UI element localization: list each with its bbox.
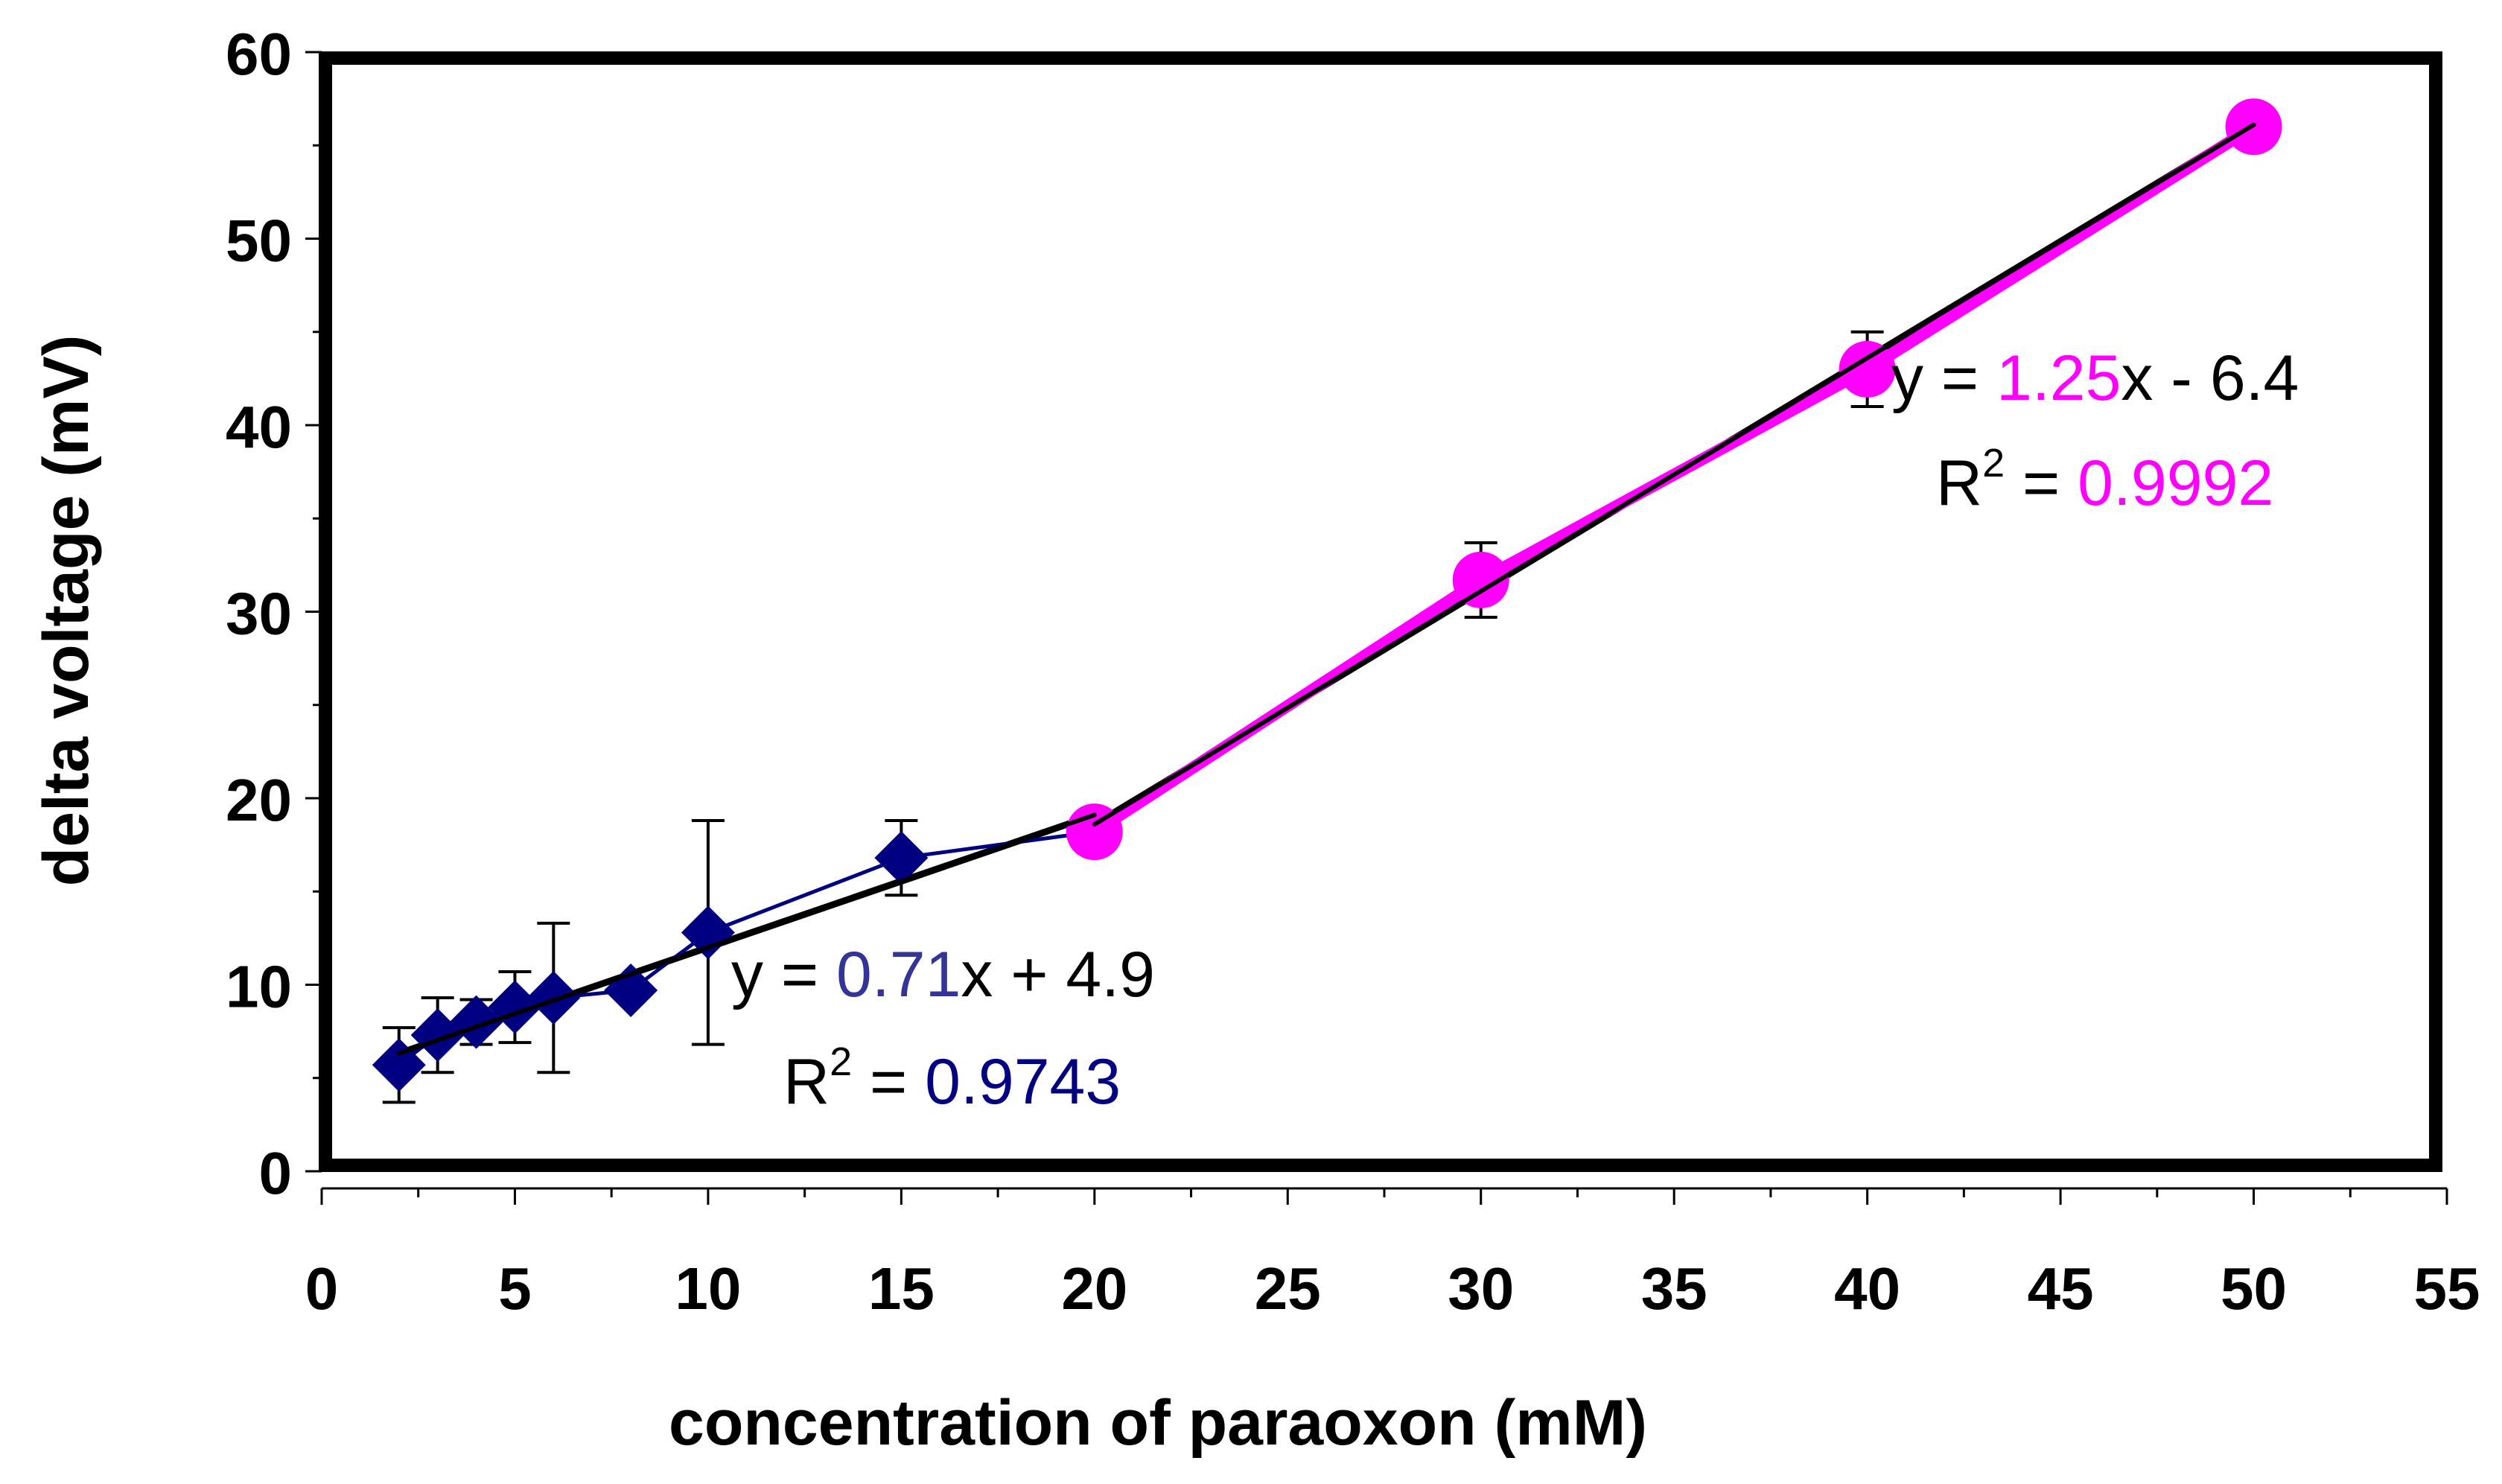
high-eq-slope: 1.25 <box>1996 343 2121 414</box>
low-r-value: 0.9743 <box>925 1046 1121 1118</box>
high-r-label: R <box>1936 448 1982 519</box>
x-tick-label: 55 <box>2414 1255 2480 1322</box>
x-tick-label: 15 <box>868 1255 935 1322</box>
series-low <box>372 819 1111 1104</box>
low-fit-equation: y = 0.71x + 4.9 <box>731 939 1155 1010</box>
y-tick-label: 0 <box>259 1140 293 1206</box>
low-data-point <box>681 905 735 960</box>
high-eq-suffix: x - 6.4 <box>2121 343 2299 414</box>
x-tick-label: 45 <box>2028 1255 2094 1322</box>
high-data-point <box>1452 551 1509 608</box>
x-tick-label: 10 <box>675 1255 741 1322</box>
x-tick-label: 40 <box>1834 1255 1900 1322</box>
y-axis-title: delta voltage (mV) <box>31 335 102 887</box>
x-tick-label: 50 <box>2221 1255 2287 1322</box>
x-tick-label: 0 <box>305 1255 339 1322</box>
x-tick-label: 5 <box>498 1255 532 1322</box>
x-tick-label: 25 <box>1255 1255 1321 1322</box>
low-fit-line-overlay <box>396 812 1097 1056</box>
y-tick-label: 60 <box>226 21 292 87</box>
low-r-sup: 2 <box>830 1039 852 1084</box>
high-eq-prefix: y = <box>1891 343 1996 414</box>
fit-lines <box>395 121 2258 1057</box>
x-tick-label: 20 <box>1061 1255 1127 1322</box>
y-tick-label: 30 <box>226 581 292 647</box>
y-tick-label: 40 <box>226 394 292 460</box>
low-eq-suffix: x + 4.9 <box>961 939 1155 1010</box>
x-axis-title: concentration of paraoxon (mM) <box>669 1387 1647 1459</box>
low-fit-r2: R2 = 0.9743 <box>783 1039 1121 1118</box>
low-data-point <box>372 1038 426 1092</box>
y-tick-label: 20 <box>226 767 292 833</box>
axes <box>305 51 2448 1205</box>
high-data-point <box>1839 340 1896 398</box>
x-tick-label: 30 <box>1448 1255 1514 1322</box>
plot-frame <box>319 51 2442 1172</box>
low-data-point <box>526 971 581 1025</box>
high-r-sup: 2 <box>1982 441 2005 485</box>
high-fit-equation: y = 1.25x - 6.4 <box>1891 343 2299 414</box>
y-tick-label: 10 <box>226 954 292 1020</box>
y-tick-label: 50 <box>226 208 292 274</box>
high-fit-r2: R2 = 0.9992 <box>1936 441 2273 519</box>
x-tick-label: 35 <box>1641 1255 1707 1322</box>
tick-labels: 0 10 20 30 40 50 60 0 5 10 15 20 25 30 35 40 45 50 55 <box>226 21 2480 1322</box>
low-r-label: R <box>783 1046 830 1118</box>
low-eq-slope: 0.71 <box>836 939 961 1010</box>
low-eq-prefix: y = <box>731 939 836 1010</box>
low-r-eq: = <box>852 1046 925 1118</box>
high-fit-line-overlay <box>1092 122 2256 827</box>
fit-lines-overlay <box>396 122 2256 1056</box>
high-r-eq: = <box>2005 448 2078 519</box>
high-r-value: 0.9992 <box>2078 448 2273 519</box>
low-data-point <box>874 831 929 885</box>
